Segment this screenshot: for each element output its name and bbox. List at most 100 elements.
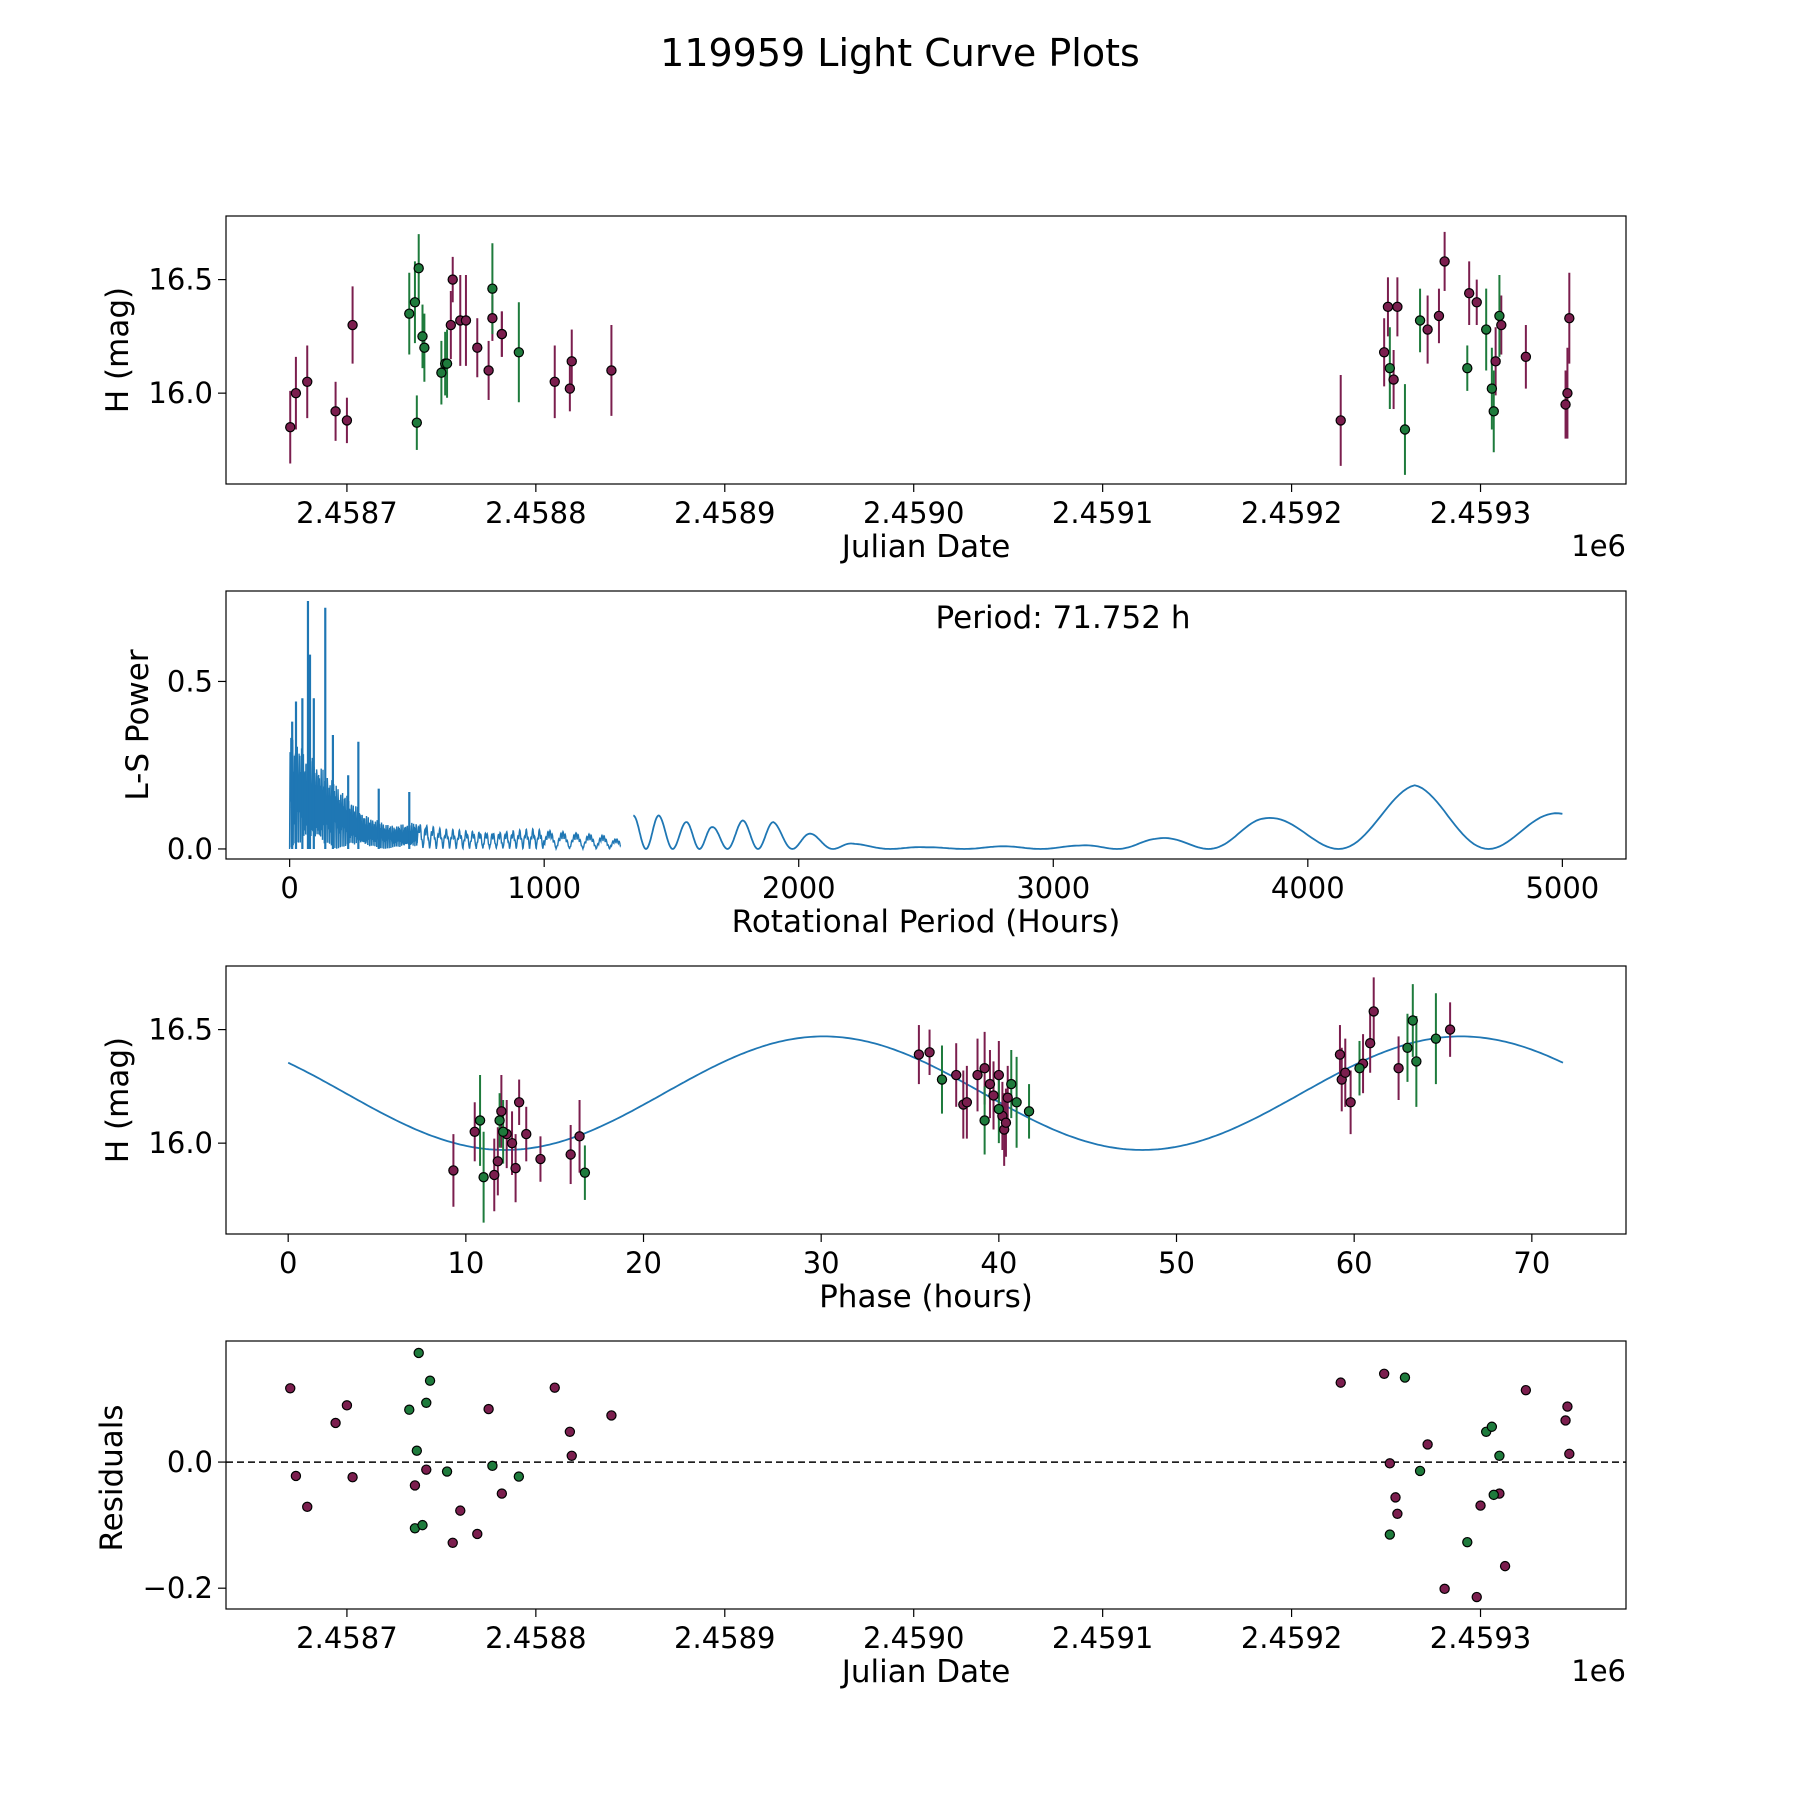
residuals-x-tick-label: 2.4593 [1430,1621,1531,1655]
phase-r-band-point [565,1149,576,1160]
residuals-r-band-point [1475,1500,1486,1511]
residuals-r-band-point [1335,1377,1346,1388]
lightcurve-x-tick-label: 2.4591 [1052,496,1153,530]
phase-r-band-point [489,1169,500,1181]
lightcurve-g-band-point [409,297,421,308]
lightcurve-g-band-point [1384,362,1396,374]
lightcurve-r-band-point [1496,319,1507,331]
phase-r-band-point [972,1069,983,1081]
periodogram-y-ticks: 0.0 0.5 [167,664,226,866]
residuals-frame [225,1340,1627,1610]
residuals-g-band-point [424,1375,436,1386]
phase-x-label: Phase (hours) [819,1279,1033,1315]
residuals-g-band-point [441,1466,453,1477]
lightcurve-x-tick-label: 2.4590 [863,496,964,530]
phase-x-tick-label: 10 [447,1246,484,1280]
lightcurve-g-band-point [513,347,525,358]
residuals-r-band-point [1378,1368,1390,1379]
residuals-r-band-point [347,1472,358,1483]
lightcurve-r-band-point [606,365,617,376]
residuals-x-tick-label: 2.4590 [863,1621,964,1655]
residuals-r-band-point [341,1400,353,1411]
lightcurve-r-band-point [285,422,296,433]
periodogram-smooth-curve [633,784,1563,851]
phase-r-band-point [1000,1117,1012,1128]
phase-r-band-point [1393,1063,1404,1074]
phase-g-band-point [494,1115,505,1126]
phase-r-band-point [510,1162,521,1174]
residuals-r-band-point [606,1410,617,1421]
residuals-g-band-point [1462,1536,1473,1548]
lightcurve-g-band-point [417,331,428,342]
figure-title: 119959 Light Curve Plots [660,31,1140,75]
lightcurve-r-band-point [496,328,508,340]
lightcurve-g-band-point [1488,406,1499,417]
phase-g-band-point [474,1115,486,1126]
lightcurve-y-tick-label: 16.0 [148,376,213,410]
periodogram-x-tick-label: 1000 [507,871,581,905]
residuals-x-ticks: 2.4587 2.4588 2.4589 2.4590 2.4591 2.4592 2.45… [296,1609,1531,1655]
phase-x-tick-label: 0 [279,1246,297,1280]
phase-points [448,1006,1456,1183]
lightcurve-r-band-point [1388,374,1399,385]
lightcurve-marks [285,231,1575,475]
period-annotation: Period: 71.752 h [936,600,1191,636]
residuals-y-tick-label: −0.2 [143,1571,213,1605]
lightcurve-r-band-point [566,356,577,367]
lightcurve-r-band-point [472,342,483,353]
phase-r-band-point [448,1165,459,1176]
lightcurve-x-tick-label: 2.4593 [1430,496,1531,530]
phase-g-band-point [1011,1097,1022,1108]
phase-r-band-point [513,1097,525,1108]
lightcurve-x-tick-label: 2.4588 [485,496,586,530]
residuals-r-band-point [302,1501,313,1513]
residuals-g-band-point [1494,1450,1505,1461]
residuals-x-tick-label: 2.4591 [1052,1621,1153,1655]
residuals-x-tick-label: 2.4588 [485,1621,586,1655]
phase-r-band-point [492,1156,504,1167]
lightcurve-r-band-point [1392,301,1403,313]
residuals-y-tick-label: 0.0 [167,1445,213,1479]
residuals-offset-label: 1e6 [1571,1654,1626,1688]
phase-y-tick-label: 16.0 [148,1126,213,1160]
phase-g-band-point [478,1172,489,1183]
periodogram-x-tick-label: 4000 [1271,871,1345,905]
residuals-r-band-point [285,1383,296,1394]
lightcurve-r-band-point [330,406,341,417]
phase-g-band-point [979,1115,990,1126]
phase-r-band-point [1334,1049,1346,1060]
residuals-g-band-point [1384,1529,1396,1540]
phase-g-band-point [1402,1042,1413,1053]
periodogram-x-tick-label: 2000 [762,871,836,905]
residuals-g-band-point [513,1471,525,1482]
residuals-x-label: Julian Date [840,1654,1011,1690]
phase-error-bars [452,977,1452,1223]
lightcurve-r-band-point [302,376,313,387]
lightcurve-r-band-point [1471,297,1482,308]
phase-g-band-point [579,1167,591,1178]
phase-g-band-point [497,1126,509,1137]
lightcurve-r-band-point [1378,347,1390,358]
phase-r-band-point [993,1069,1005,1081]
lightcurve-r-band-point [1562,387,1573,399]
lightcurve-g-band-point [1480,324,1492,335]
lightcurve-r-band-point [341,415,353,426]
phase-r-band-point [1002,1092,1013,1103]
residuals-x-tick-label: 2.4587 [296,1621,397,1655]
residuals-points [285,1347,1575,1603]
phase-y-label: H (mag) [100,1037,136,1163]
lightcurve-g-band-point [436,367,447,378]
residuals-r-band-point [447,1537,458,1548]
phase-r-band-point [469,1126,480,1137]
phase-model-curve [287,1035,1564,1151]
phase-r-band-point [574,1131,585,1142]
lightcurve-g-band-point [487,283,498,294]
phase-x-tick-label: 20 [625,1246,662,1280]
residuals-g-band-point [1486,1421,1498,1432]
lightcurve-r-band-point [445,319,457,331]
phase-g-band-point [1430,1033,1442,1044]
residuals-r-band-point [409,1480,421,1491]
lightcurve-g-band-point [1494,310,1505,322]
periodogram-x-tick-label: 5000 [1525,871,1599,905]
